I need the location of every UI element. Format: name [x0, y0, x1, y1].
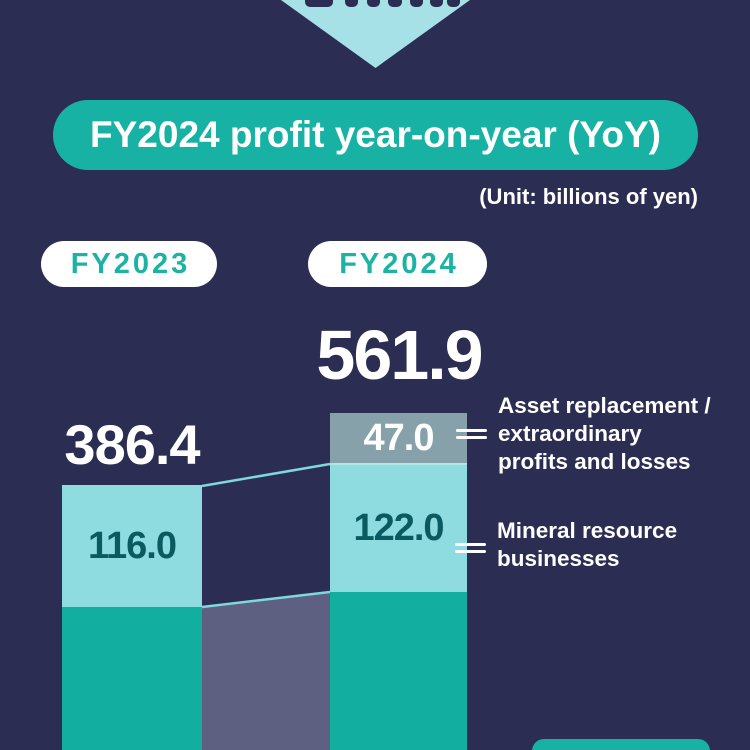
clipped-text-fragment [367, 0, 380, 7]
fy2024-mineral-value: 122.0 [353, 507, 444, 549]
pill-fy2023-label: FY2023 [70, 247, 191, 280]
clipped-text-fragment [447, 0, 460, 7]
pill-fy2023: FY2023 [41, 241, 217, 287]
fy2023-bar: 116.0 [62, 485, 202, 750]
fy2024-mineral-segment: 122.0 [330, 463, 467, 592]
clipped-text-fragment [345, 0, 358, 7]
fy2024-bar: 47.0 122.0 [330, 413, 467, 750]
fy2023-base-segment [62, 607, 202, 750]
fy2023-mineral-segment: 116.0 [62, 485, 202, 607]
asset-replacement-label: Asset replacement / extraordinary profit… [498, 392, 711, 476]
equals-connector-icon [456, 429, 487, 439]
clipped-text-fragment [430, 0, 443, 7]
fy2024-base-segment [330, 592, 467, 750]
pill-fy2024-label: FY2024 [339, 247, 459, 280]
clipped-text-fragment [388, 0, 402, 7]
mineral-label-line2: businesses [497, 546, 620, 571]
fy2024-total-value: 561.9 [316, 316, 483, 394]
title-banner: FY2024 profit year-on-year (YoY) [53, 100, 698, 170]
fy2023-total-value: 386.4 [64, 413, 200, 476]
clipped-text-fragment [410, 0, 423, 7]
next-section-banner [532, 739, 710, 750]
page-title: FY2024 profit year-on-year (YoY) [90, 114, 661, 155]
asset-label-line3: profits and losses [498, 449, 691, 474]
pill-fy2024: FY2024 [308, 241, 487, 287]
fy2024-asset-value: 47.0 [363, 416, 435, 459]
asset-label-line2: extraordinary [498, 421, 642, 446]
fy2023-mineral-value: 116.0 [88, 524, 177, 567]
asset-label-line1: Asset replacement / [498, 393, 711, 418]
mineral-resource-label: Mineral resource businesses [497, 517, 677, 573]
equals-connector-icon [455, 543, 486, 553]
fy2024-asset-segment: 47.0 [330, 413, 467, 463]
unit-note: (Unit: billions of yen) [479, 184, 698, 209]
mineral-label-line1: Mineral resource [497, 518, 678, 543]
clipped-text-fragment [305, 0, 333, 7]
